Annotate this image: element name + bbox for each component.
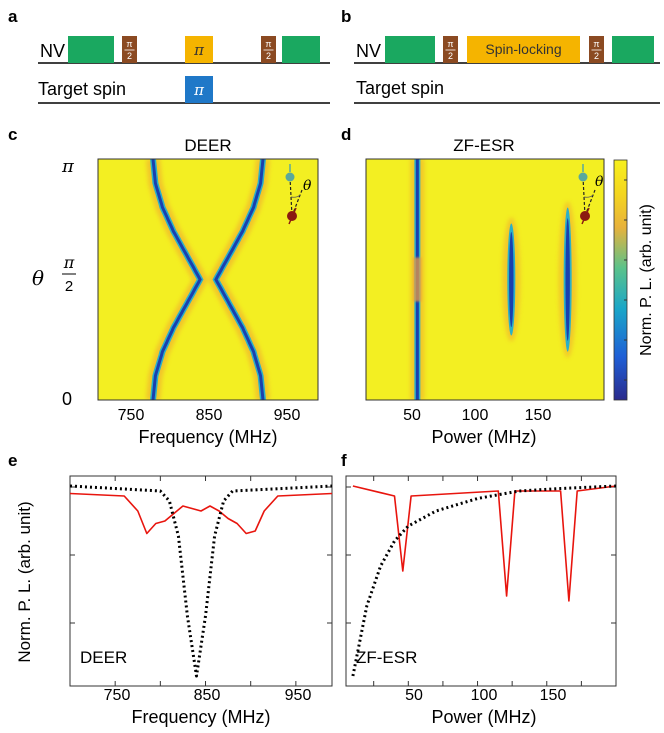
target-pi-pulse: π: [185, 76, 213, 103]
panel-label-c: c: [8, 125, 17, 144]
series-reference: [70, 484, 332, 678]
panel-a: a NV π 2 π π 2 Target spin π: [8, 7, 330, 104]
svg-text:π: π: [593, 39, 599, 49]
nv-label-b: NV: [356, 41, 381, 61]
colorbar: [613, 159, 628, 401]
x-tick-c-850: 850: [196, 407, 223, 424]
svg-text:2: 2: [65, 278, 73, 295]
laser-pulse-b2: [612, 36, 654, 63]
esr-line-1: [509, 231, 514, 328]
panel-c-title: DEER: [184, 136, 231, 155]
panel-label-d: d: [341, 125, 351, 144]
heatmap-c-frame: [97, 158, 319, 401]
heatmap-c-dips: [146, 159, 270, 400]
series-reference: [351, 484, 616, 677]
svg-text:π: π: [193, 81, 205, 99]
svg-text:2: 2: [594, 51, 599, 61]
half-pi-pulse-b1: π 2: [443, 36, 458, 63]
heatmap-d-frame: [365, 158, 605, 401]
x-tick-c-750: 750: [118, 407, 145, 424]
esr-line-gap-0: [413, 257, 422, 302]
dip-curve-left: [151, 159, 202, 400]
laser-pulse-a2: [282, 36, 320, 63]
y-tick-zero: 0: [62, 389, 72, 409]
dip-curve-right: [214, 159, 265, 400]
x-tick-e-750: 750: [104, 687, 131, 704]
svg-text:π: π: [193, 41, 205, 59]
panel-label-b: b: [341, 7, 351, 26]
svg-text:2: 2: [127, 51, 132, 61]
x-tick-d-150: 150: [525, 407, 552, 424]
x-axis-label-e: Frequency (MHz): [131, 707, 270, 727]
colorbar-ticks: [624, 179, 627, 381]
y-tick-pi: π: [61, 156, 75, 177]
laser-pulse-a1: [68, 36, 114, 63]
y-axis-label-e: Norm. P. L. (arb. unit): [15, 501, 34, 662]
panel-d-title: ZF-ESR: [453, 136, 514, 155]
spin-locking-pulse: Spin-locking: [467, 36, 580, 63]
x-tick-e-950: 950: [285, 687, 312, 704]
svg-text:π: π: [447, 39, 453, 49]
svg-text:2: 2: [266, 51, 271, 61]
panel-c: c DEER π π 2 θ 0 750 850 950 Frequency (…: [8, 125, 319, 447]
svg-text:2: 2: [448, 51, 453, 61]
svg-text:Spin-locking: Spin-locking: [485, 41, 561, 57]
half-pi-pulse-a1: π 2: [122, 36, 137, 63]
svg-text:π: π: [63, 253, 75, 272]
plot-f-curves: [351, 484, 616, 677]
series-simulation: [352, 485, 616, 602]
pi-pulse-a: π: [185, 36, 213, 63]
plot-e-xticks: [69, 476, 297, 686]
plot-f-xticks: [373, 476, 617, 686]
svg-text:π: π: [265, 39, 271, 49]
x-tick-c-950: 950: [274, 407, 301, 424]
panel-e: e Norm. P. L. (arb. unit) DEER 750 850 9…: [8, 451, 333, 727]
half-pi-pulse-b2: π 2: [589, 36, 604, 63]
plot-e-curves: [70, 484, 332, 678]
nv-label-a: NV: [40, 41, 65, 61]
target-spin-label-a: Target spin: [38, 79, 126, 99]
x-tick-d-50: 50: [403, 407, 421, 424]
laser-pulse-b1: [385, 36, 435, 63]
x-tick-e-850: 850: [194, 687, 221, 704]
spin-inset-d: θ: [578, 164, 604, 225]
esr-line-2: [565, 218, 570, 341]
y-tick-pi-half: π 2: [62, 253, 76, 295]
svg-text:π: π: [126, 39, 132, 49]
x-axis-label-d: Power (MHz): [431, 427, 536, 447]
heatmap-d-lines: [410, 159, 577, 400]
x-tick-f-150: 150: [540, 687, 567, 704]
colorbar-label: Norm. P. L. (arb. unit): [638, 204, 655, 356]
panel-label-f: f: [341, 451, 347, 470]
panel-label-e: e: [8, 451, 17, 470]
series-simulation: [70, 492, 332, 535]
y-axis-label-theta: θ: [32, 266, 44, 290]
half-pi-pulse-a2: π 2: [261, 36, 276, 63]
x-axis-label-c: Frequency (MHz): [138, 427, 277, 447]
panel-f: f ZF-ESR 50 100 150 Power (MHz): [341, 451, 617, 727]
panel-label-a: a: [8, 7, 18, 26]
x-tick-f-50: 50: [405, 687, 423, 704]
annotation-e: DEER: [80, 648, 127, 667]
x-tick-d-100: 100: [462, 407, 489, 424]
panel-b: b NV π 2 Spin-locking π 2 Target spin: [341, 7, 660, 104]
target-spin-label-b: Target spin: [356, 78, 444, 98]
panel-d: d ZF-ESR 50 100 150 Power (MHz) Norm. P.…: [341, 125, 655, 447]
svg-text:θ: θ: [595, 174, 604, 190]
x-tick-f-100: 100: [471, 687, 498, 704]
x-axis-label-f: Power (MHz): [431, 707, 536, 727]
spin-inset-c: θ: [285, 164, 312, 225]
annotation-f: ZF-ESR: [356, 648, 417, 667]
svg-text:θ: θ: [303, 178, 312, 194]
